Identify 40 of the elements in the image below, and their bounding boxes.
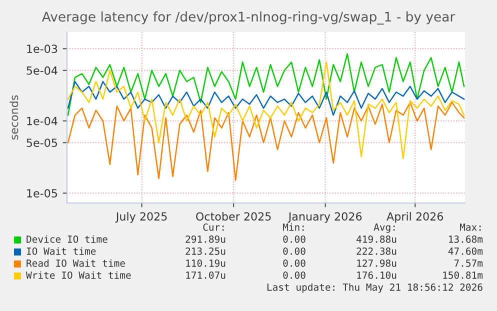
text: Last update: Thu May 21 18:56:12 2026 xyxy=(267,283,482,293)
text: 13.68m xyxy=(449,235,483,243)
line-series xyxy=(67,53,465,116)
chart-title: Average latency for /dev/prox1-nlnog-ring-vg/swap_1 - by year xyxy=(42,11,456,25)
text: 127.98u xyxy=(357,259,396,267)
line-series xyxy=(67,62,465,160)
y-tick-label: 5e-05 xyxy=(26,138,57,148)
y-tick-label: 5e-04 xyxy=(26,66,58,75)
legend-label: Read IO Wait time xyxy=(26,259,125,267)
legend-label: Device IO time xyxy=(26,235,108,243)
y-tick-label: 1e-05 xyxy=(27,189,57,198)
x-tick-label: July 2025 xyxy=(115,212,167,223)
text: 0.00 xyxy=(283,247,306,255)
y-tick-label: 1e-04 xyxy=(27,116,58,126)
text: 171.07u xyxy=(186,271,226,279)
line-series xyxy=(67,102,465,182)
text: 0.00 xyxy=(283,271,306,279)
y-tick-label: 1e-03 xyxy=(27,44,58,54)
text: Max: xyxy=(460,224,481,231)
text: 0.00 xyxy=(283,235,306,243)
text: 419.88u xyxy=(356,235,396,243)
line-series xyxy=(67,80,465,116)
x-tick-label: October 2025 xyxy=(196,212,271,221)
text: Cur: xyxy=(203,223,224,231)
legend-label: Write IO Wait time xyxy=(26,271,131,279)
legend-label: IO Wait time xyxy=(26,247,96,255)
x-tick-label: January 2026 xyxy=(288,212,362,223)
text: 222.38u xyxy=(356,247,396,255)
text: 47.60m xyxy=(448,247,483,255)
text: 291.89u xyxy=(186,235,226,243)
y-axis-title: seconds xyxy=(10,95,18,140)
text: 0.00 xyxy=(283,259,306,267)
text: 176.10u xyxy=(357,271,396,279)
text: 110.19u xyxy=(186,259,226,267)
text: 7.57m xyxy=(454,260,483,267)
text: 150.81m xyxy=(443,271,483,279)
text: Avg: xyxy=(374,224,395,233)
text: Min: xyxy=(282,223,304,231)
x-tick-label: April 2026 xyxy=(386,212,444,223)
text: 213.25u xyxy=(186,247,226,255)
